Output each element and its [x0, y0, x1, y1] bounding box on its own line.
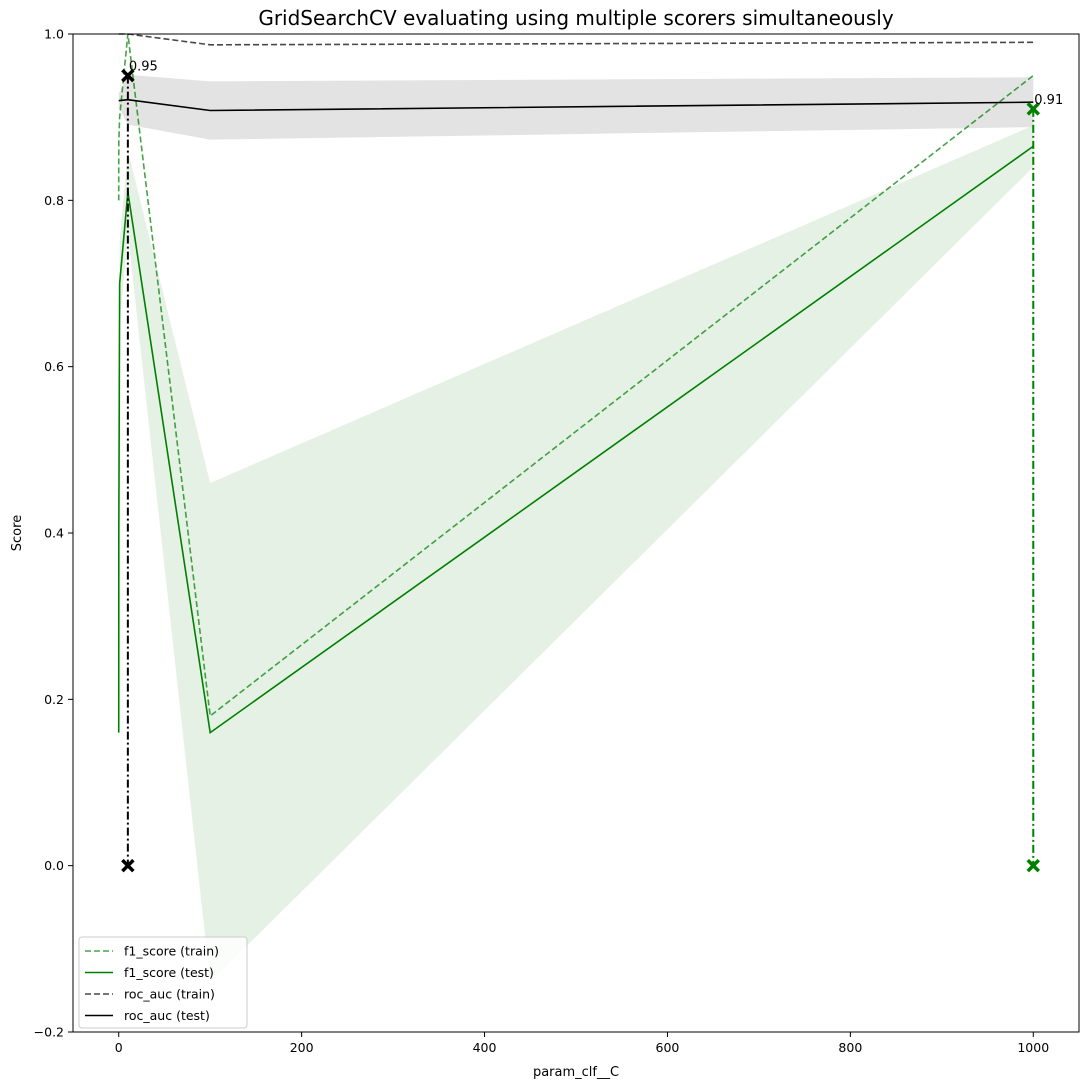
y-tick-label: 0.2 — [44, 692, 64, 707]
x-tick-label: 0 — [115, 1040, 123, 1055]
y-tick-label: 0.6 — [44, 359, 64, 374]
f1_score-std-band — [119, 125, 1034, 982]
y-tick-label: −0.2 — [34, 1025, 64, 1040]
roc_auc-train-line — [119, 34, 1034, 45]
x-axis: 0 200 400 600 800 1000 — [115, 1032, 1049, 1055]
y-tick-label: 1.0 — [44, 27, 64, 42]
f1_score-best-score-label: 0.91 — [1034, 93, 1063, 108]
y-axis-label: Score — [10, 515, 25, 551]
plot-area: 0.95 0.91 — [119, 34, 1064, 982]
legend: f1_score (train) f1_score (test) roc_auc (… — [79, 937, 247, 1028]
y-axis: −0.2 0.0 0.2 0.4 0.6 0.8 1.0 — [34, 27, 73, 1040]
legend-label: f1_score (train) — [124, 944, 219, 959]
x-tick-label: 800 — [838, 1040, 862, 1055]
legend-label: roc_auc (train) — [124, 987, 215, 1002]
x-tick-label: 200 — [290, 1040, 314, 1055]
y-tick-label: 0.8 — [44, 193, 64, 208]
x-tick-label: 1000 — [1017, 1040, 1049, 1055]
chart-title: GridSearchCV evaluating using multiple s… — [258, 6, 894, 30]
y-tick-label: 0.0 — [44, 858, 64, 873]
legend-label: roc_auc (test) — [124, 1008, 210, 1023]
x-axis-label: param_clf__C — [533, 1065, 619, 1080]
y-tick-label: 0.4 — [44, 526, 64, 541]
x-tick-label: 400 — [473, 1040, 497, 1055]
legend-label: f1_score (test) — [124, 965, 214, 980]
x-tick-label: 600 — [656, 1040, 680, 1055]
roc_auc-best-score-label: 0.95 — [129, 60, 158, 75]
